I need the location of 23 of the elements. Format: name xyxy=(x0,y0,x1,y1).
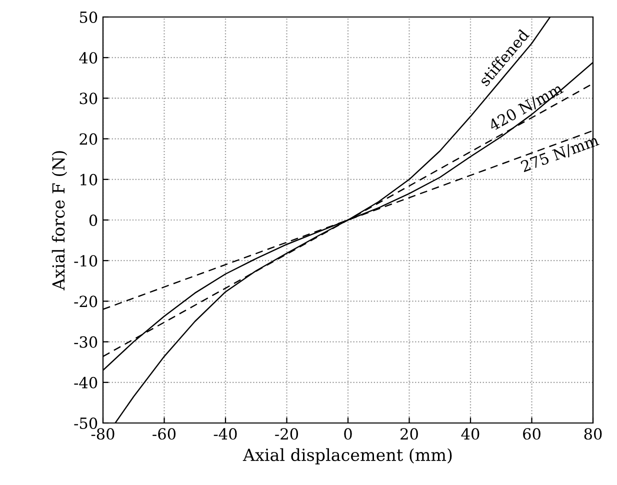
y-tick-label: -30 xyxy=(74,336,98,348)
x-tick-label: 60 xyxy=(523,428,540,440)
y-tick-label: 0 xyxy=(89,214,98,226)
annotation: 275 N/mm xyxy=(520,134,600,174)
x-tick-label: 80 xyxy=(584,428,602,440)
y-tick-label: -20 xyxy=(74,296,98,308)
y-tick-label: 40 xyxy=(79,52,98,64)
y-tick-label: -50 xyxy=(74,417,98,430)
x-tick-label: 40 xyxy=(461,428,480,440)
x-tick-label: -40 xyxy=(214,428,237,440)
x-axis-title: Axial displacement (mm) xyxy=(242,448,452,464)
x-tick-label: 20 xyxy=(400,428,418,440)
x-tick-label: 0 xyxy=(344,428,352,440)
y-tick-label: -10 xyxy=(74,255,98,267)
y-axis-title: Axial force F (N) xyxy=(52,151,68,290)
y-tick-label: -40 xyxy=(74,376,98,388)
x-tick-label: -20 xyxy=(275,428,298,440)
x-tick-label: -60 xyxy=(152,428,176,440)
y-tick-label: 10 xyxy=(80,174,98,186)
x-tick-label: -80 xyxy=(91,428,114,440)
y-tick-label: 50 xyxy=(80,11,98,24)
y-tick-label: 30 xyxy=(80,92,98,104)
y-tick-label: 20 xyxy=(80,133,98,145)
